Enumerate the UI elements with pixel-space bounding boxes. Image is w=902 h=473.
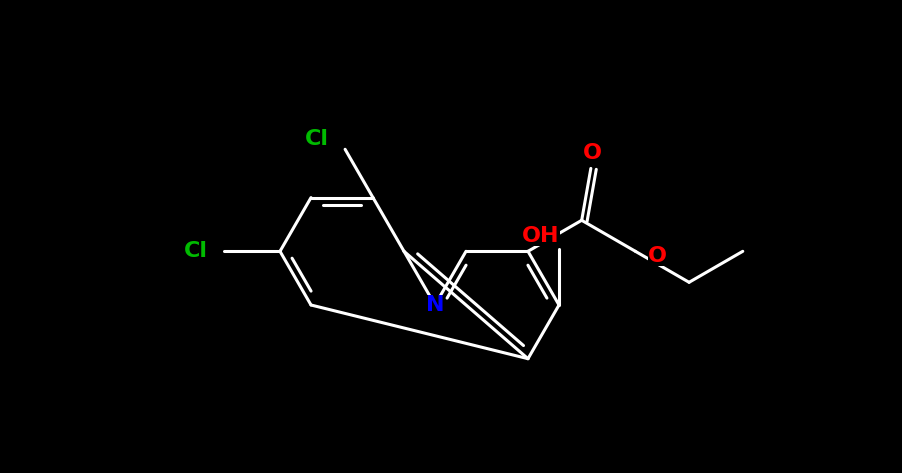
Text: Cl: Cl — [305, 129, 329, 149]
Text: O: O — [584, 143, 603, 163]
Text: OH: OH — [522, 226, 560, 246]
Text: O: O — [648, 246, 667, 266]
Text: N: N — [426, 295, 445, 315]
Text: Cl: Cl — [184, 241, 208, 261]
